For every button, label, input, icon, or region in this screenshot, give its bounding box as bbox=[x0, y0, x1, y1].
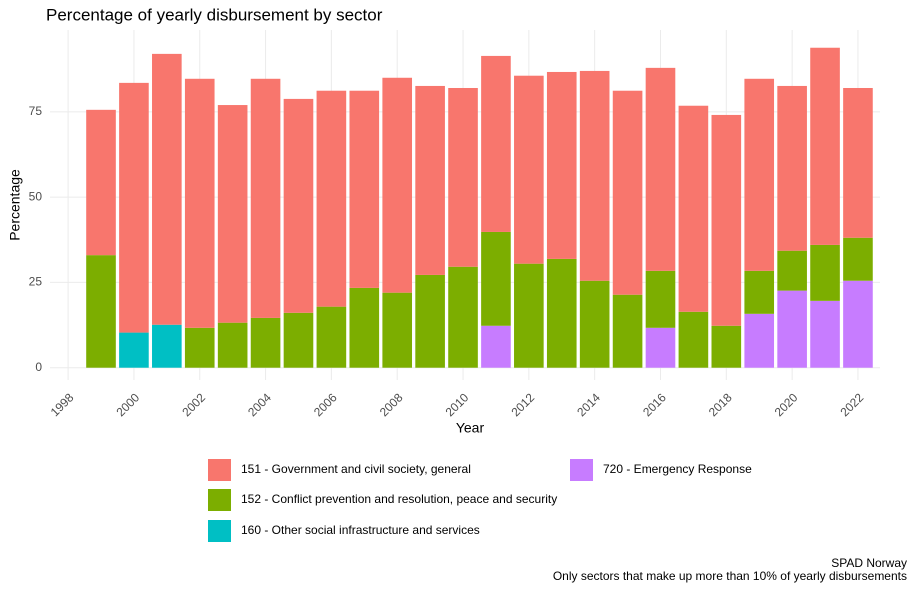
bar-segment bbox=[250, 78, 281, 318]
legend-swatch bbox=[208, 489, 231, 511]
bar-segment bbox=[217, 322, 248, 368]
bar-segment bbox=[382, 77, 413, 293]
bar-segment bbox=[152, 324, 182, 368]
bar-segment bbox=[448, 266, 478, 368]
bar-segment bbox=[184, 327, 215, 368]
bar-segment bbox=[645, 327, 676, 368]
y-tick-label: 50 bbox=[29, 189, 43, 203]
legend-label: 720 - Emergency Response bbox=[603, 462, 752, 476]
bar-segment bbox=[546, 258, 577, 368]
chart-title: Percentage of yearly disbursement by sec… bbox=[46, 5, 383, 24]
bar-segment bbox=[382, 292, 413, 368]
bar-segment bbox=[777, 290, 807, 368]
bar-segment bbox=[744, 270, 775, 314]
bar-segment bbox=[250, 317, 281, 368]
caption: SPAD Norway bbox=[831, 556, 907, 570]
x-tick-label: 1998 bbox=[48, 390, 77, 419]
x-tick-label: 2020 bbox=[772, 390, 801, 419]
legend-label: 160 - Other social infrastructure and se… bbox=[241, 523, 480, 537]
bar-segment bbox=[777, 250, 807, 291]
bar-segment bbox=[843, 237, 873, 281]
bar-segment bbox=[316, 90, 347, 307]
x-tick-label: 2016 bbox=[640, 390, 669, 419]
bar-segment bbox=[119, 82, 149, 333]
bar-segment bbox=[579, 70, 610, 281]
x-tick-label: 2008 bbox=[377, 390, 406, 419]
bar-segment bbox=[415, 85, 445, 275]
x-tick-label: 2012 bbox=[508, 390, 537, 419]
bar-segment bbox=[283, 98, 314, 313]
caption: Only sectors that make up more than 10% … bbox=[553, 569, 907, 583]
bar-segment bbox=[777, 85, 807, 251]
bar-segment bbox=[678, 105, 709, 312]
x-axis-label: Year bbox=[456, 420, 485, 436]
bar-segment bbox=[810, 244, 840, 301]
bar-segment bbox=[349, 90, 380, 288]
bar-segment bbox=[481, 325, 511, 368]
bar-segment bbox=[579, 280, 610, 368]
bar-segment bbox=[448, 87, 478, 267]
y-tick-label: 25 bbox=[29, 275, 43, 289]
bar-segment bbox=[283, 312, 314, 368]
legend-swatch bbox=[208, 520, 231, 542]
bar-segment bbox=[612, 294, 643, 368]
y-tick-label: 0 bbox=[35, 360, 42, 374]
bar-segment bbox=[184, 78, 215, 328]
x-tick-label: 2000 bbox=[114, 390, 143, 419]
bar-segment bbox=[481, 231, 511, 326]
bar-segment bbox=[678, 311, 709, 368]
legend-label: 152 - Conflict prevention and resolution… bbox=[241, 492, 557, 506]
x-tick-label: 2010 bbox=[443, 390, 472, 419]
bar-segment bbox=[349, 287, 380, 368]
bar-segment bbox=[612, 90, 643, 295]
bar-segment bbox=[217, 105, 248, 323]
bar-segment bbox=[514, 75, 544, 264]
x-tick-label: 2018 bbox=[706, 390, 735, 419]
bar-segment bbox=[843, 87, 873, 238]
bar-segment bbox=[86, 255, 116, 368]
bar-segment bbox=[645, 270, 676, 328]
y-axis-label: Percentage bbox=[7, 169, 23, 241]
bar-segment bbox=[843, 280, 873, 368]
x-tick-label: 2022 bbox=[838, 390, 867, 419]
bar-segment bbox=[316, 306, 347, 368]
bar-segment bbox=[546, 71, 577, 259]
legend-swatch bbox=[208, 459, 231, 481]
bar-segment bbox=[481, 55, 511, 232]
bar-segment bbox=[744, 313, 775, 368]
legend-label: 151 - Government and civil society, gene… bbox=[241, 462, 471, 476]
bar-segment bbox=[415, 274, 445, 368]
bar-segment bbox=[86, 109, 116, 256]
y-tick-label: 75 bbox=[29, 104, 43, 118]
bar-segment bbox=[645, 67, 676, 271]
x-tick-label: 2004 bbox=[245, 390, 274, 419]
bar-segment bbox=[711, 325, 742, 368]
x-tick-label: 2006 bbox=[311, 390, 340, 419]
bar-segment bbox=[744, 78, 775, 271]
bar-segment bbox=[152, 53, 182, 325]
bar-segment bbox=[810, 300, 840, 368]
bar-segment bbox=[514, 263, 544, 368]
bar-segment bbox=[810, 47, 840, 245]
bar-segment bbox=[119, 332, 149, 368]
legend-swatch bbox=[570, 459, 593, 481]
bar-segment bbox=[711, 114, 742, 326]
x-tick-label: 2014 bbox=[574, 390, 603, 419]
x-tick-label: 2002 bbox=[179, 390, 208, 419]
